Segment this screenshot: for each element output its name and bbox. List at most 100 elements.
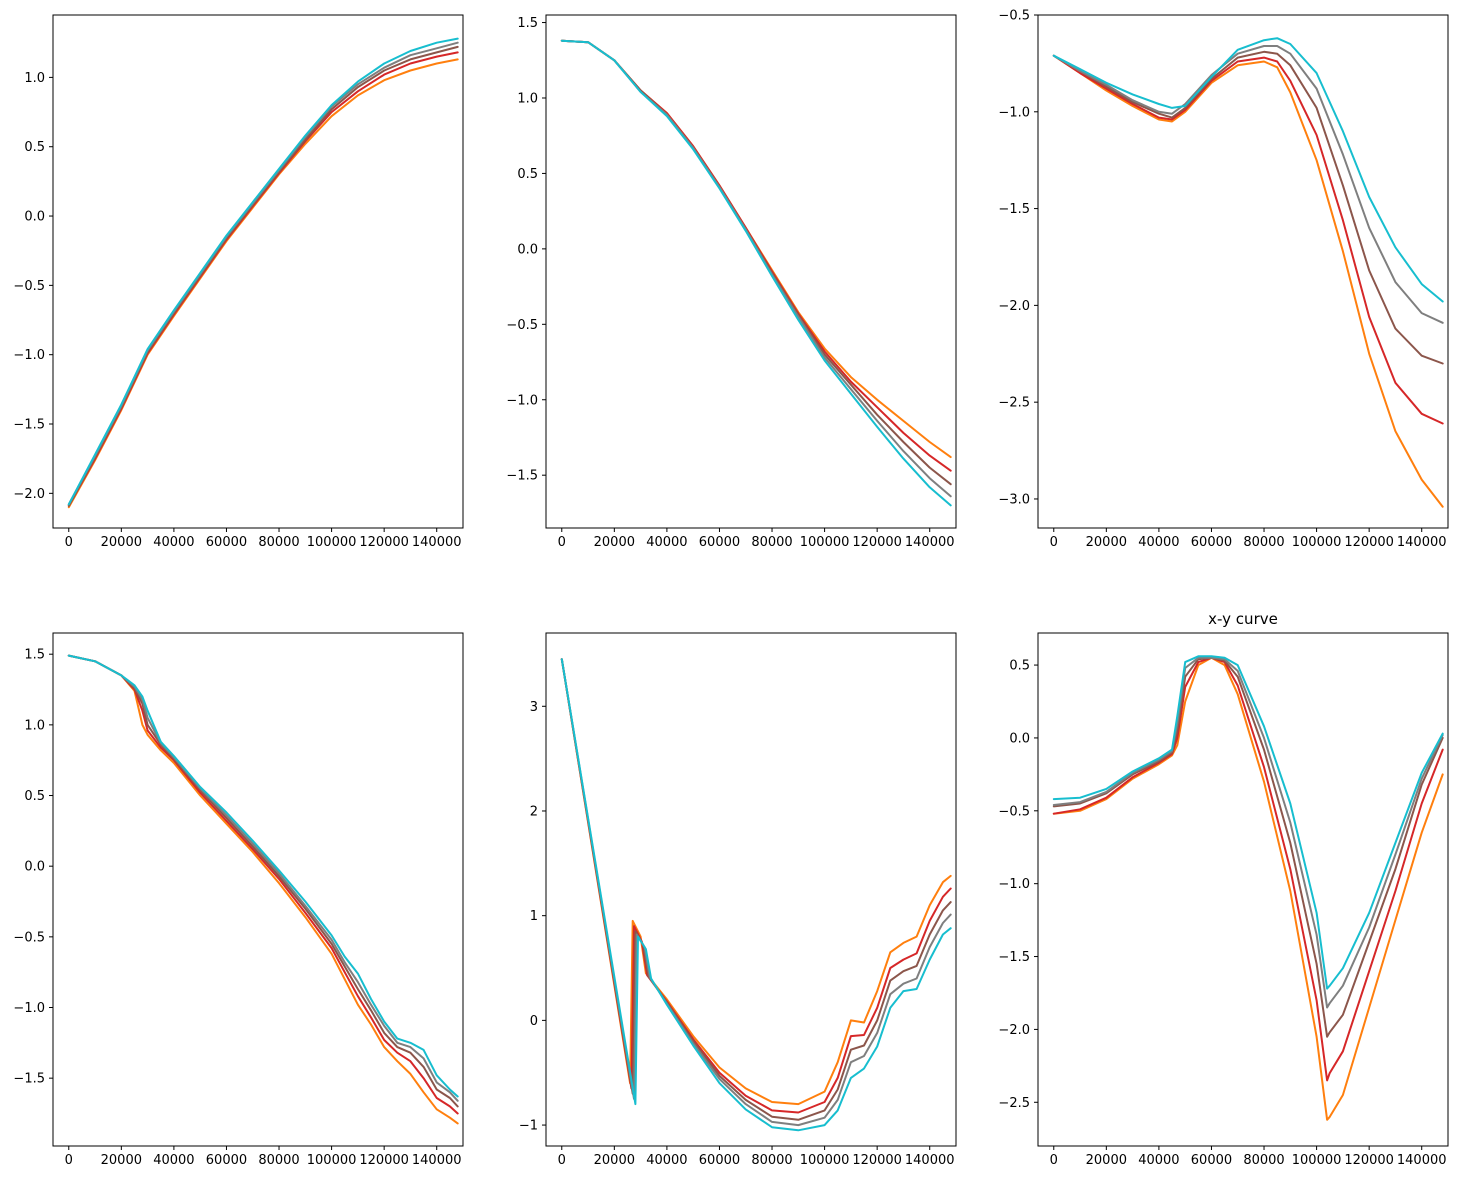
x-tick: 80000	[1243, 1146, 1285, 1168]
x-tick: 0	[1050, 528, 1058, 550]
x-tick: 100000	[307, 528, 357, 550]
series-line	[560, 658, 952, 1121]
x-tick: 60000	[206, 1146, 247, 1168]
y-tick-label: −1	[519, 1119, 538, 1134]
x-tick: 60000	[1191, 528, 1232, 550]
series-line	[1052, 656, 1444, 1009]
x-tick: 0	[65, 528, 73, 550]
x-tick: 80000	[751, 1146, 793, 1168]
series-line	[67, 58, 459, 509]
x-tick-label: 100000	[307, 535, 357, 550]
x-tick: 120000	[1344, 1146, 1394, 1168]
y-tick-label: −1.5	[13, 418, 45, 433]
y-tick-label: −1.5	[998, 202, 1030, 217]
y-tick-label: 0	[530, 1014, 538, 1029]
y-tick: 0.0	[24, 860, 53, 875]
y-tick: −2.5	[998, 1096, 1038, 1111]
x-tick: 100000	[307, 1146, 357, 1168]
y-tick-label: −1.0	[998, 877, 1030, 892]
series-line	[67, 654, 459, 1125]
y-tick: −1.0	[998, 105, 1038, 120]
x-tick-label: 40000	[153, 535, 194, 550]
y-tick: 1.5	[24, 648, 53, 663]
chart-title: x-y curve	[1208, 610, 1278, 628]
y-tick-label: 1.0	[24, 718, 45, 733]
x-tick-label: 120000	[852, 1153, 902, 1168]
x-tick-label: 40000	[153, 1153, 194, 1168]
series-line	[1052, 655, 1444, 990]
y-tick: −1.5	[13, 418, 53, 433]
series-line	[560, 658, 952, 1106]
x-tick-label: 40000	[646, 535, 687, 550]
x-tick: 40000	[646, 1146, 688, 1168]
series-line	[560, 39, 952, 507]
x-tick: 60000	[699, 1146, 740, 1168]
x-tick-label: 100000	[800, 1153, 850, 1168]
subplot-bottom-right: 0 20000 40000 60000 80000 100000 120000 140000 −…	[998, 610, 1449, 1168]
y-tick: 0.5	[24, 140, 53, 155]
subplot-top-right: 0 20000 40000 60000 80000 100000 120000 140000 −…	[998, 9, 1449, 550]
y-tick: 0.0	[517, 242, 546, 257]
x-tick-label: 60000	[1191, 535, 1232, 550]
y-tick-label: −2.0	[13, 487, 45, 502]
y-tick: −1.0	[998, 877, 1038, 892]
x-tick: 20000	[594, 528, 635, 550]
subplot-bottom-middle: 0 20000 40000 60000 80000 100000 120000 140000 −…	[519, 632, 957, 1168]
x-tick-label: 40000	[646, 1153, 687, 1168]
subplot-top-middle: 0 20000 40000 60000 80000 100000 120000 140000 −…	[506, 14, 957, 550]
y-tick: −1.0	[13, 348, 53, 363]
axes-frame	[1037, 14, 1449, 529]
y-tick: 0.5	[24, 789, 53, 804]
y-tick-label: −1.5	[998, 950, 1030, 965]
x-tick: 0	[558, 1146, 566, 1168]
y-tick: −3.0	[998, 492, 1038, 507]
y-tick-label: −1.5	[13, 1072, 45, 1087]
x-tick-label: 20000	[1086, 535, 1127, 550]
y-tick: −1.5	[506, 469, 546, 484]
series-line	[1052, 50, 1444, 365]
x-tick-label: 80000	[1243, 1153, 1284, 1168]
x-tick: 120000	[852, 528, 902, 550]
series-line	[67, 654, 459, 1108]
x-tick: 0	[65, 1146, 73, 1168]
x-tick-label: 40000	[1138, 535, 1179, 550]
x-tick-label: 0	[65, 535, 73, 550]
y-tick-label: −3.0	[998, 492, 1030, 507]
series-line	[1052, 45, 1444, 324]
y-tick-label: 1.0	[517, 91, 538, 106]
axes-frame	[52, 632, 464, 1147]
y-tick: 1.5	[517, 16, 546, 31]
x-tick: 80000	[751, 528, 793, 550]
x-tick: 40000	[646, 528, 688, 550]
y-tick-label: −2.5	[998, 1096, 1030, 1111]
series-line	[560, 658, 952, 1132]
x-tick: 80000	[258, 1146, 300, 1168]
y-tick: 0.0	[24, 210, 53, 225]
y-tick-label: −0.5	[13, 279, 45, 294]
x-tick: 60000	[699, 528, 740, 550]
y-tick-label: −0.5	[998, 9, 1030, 24]
x-tick-label: 60000	[1191, 1153, 1232, 1168]
x-tick: 120000	[852, 1146, 902, 1168]
series-line	[67, 41, 459, 506]
x-tick: 100000	[800, 528, 849, 550]
x-tick: 20000	[594, 1146, 635, 1168]
x-tick-label: 20000	[1086, 1153, 1127, 1168]
y-tick-label: 0.0	[24, 860, 45, 875]
x-tick-label: 100000	[307, 1153, 357, 1168]
y-tick: 1.0	[517, 91, 546, 106]
x-tick: 60000	[206, 528, 247, 550]
y-tick-label: −0.5	[506, 318, 538, 333]
x-tick-label: 120000	[359, 535, 409, 550]
series-line	[1052, 656, 1444, 1121]
y-tick-label: 2	[530, 804, 538, 819]
y-tick: −0.5	[506, 318, 546, 333]
x-tick: 40000	[153, 528, 195, 550]
series-line	[67, 45, 459, 507]
y-tick-label: −1.0	[506, 393, 538, 408]
y-tick-label: 0.5	[1009, 659, 1030, 674]
y-tick-label: −0.5	[998, 804, 1030, 819]
y-tick-label: 1	[530, 909, 538, 924]
x-tick: 60000	[1191, 1146, 1232, 1168]
x-tick: 40000	[1138, 528, 1180, 550]
